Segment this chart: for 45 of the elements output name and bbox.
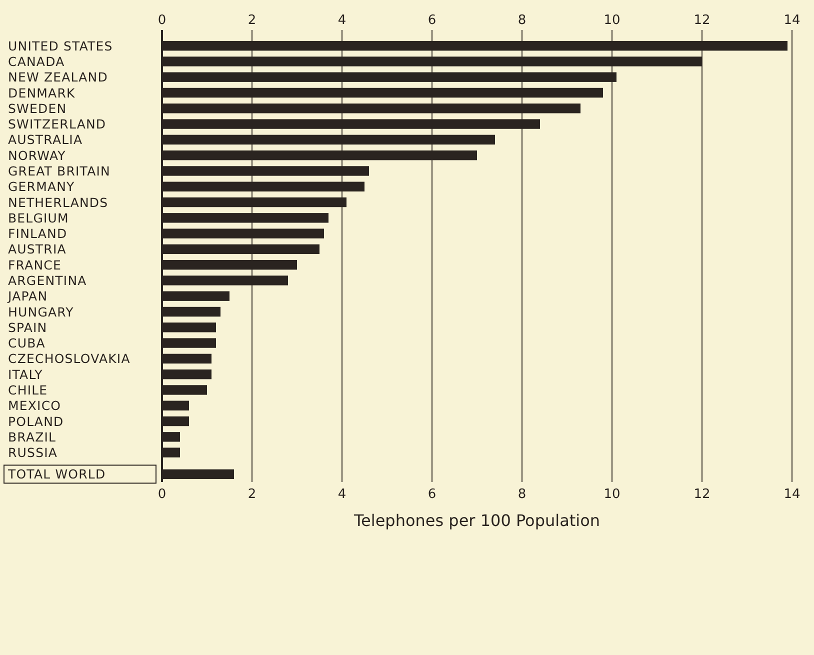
x2-tick-label: 8 xyxy=(518,487,526,502)
y-tick-label: MEXICO xyxy=(8,398,62,414)
y-tick-label: FRANCE xyxy=(8,257,62,272)
y-tick-label: SWITZERLAND xyxy=(8,116,106,132)
x-tick-label: 10 xyxy=(604,13,620,28)
y-tick-label: UNITED STATES xyxy=(8,38,113,54)
x-tick-label: 4 xyxy=(338,13,346,28)
x-axis-title: Telephones per 100 Population xyxy=(352,511,600,530)
x2-tick-label: 10 xyxy=(604,487,620,502)
x2-tick-label: 4 xyxy=(338,487,346,502)
y-tick-label: SWEDEN xyxy=(8,100,67,116)
y-tick-label: DENMARK xyxy=(8,85,76,100)
y-tick-label: RUSSIA xyxy=(8,445,58,460)
y-tick-label: ITALY xyxy=(8,366,43,382)
x2-tick-label: 12 xyxy=(694,487,710,502)
y-tick-label: HUNGARY xyxy=(8,304,74,320)
x-tick-label: 0 xyxy=(158,13,166,28)
x-tick-label: 12 xyxy=(694,13,710,28)
y-tick-label: NORWAY xyxy=(8,148,66,163)
x2-tick-label: 14 xyxy=(784,487,800,502)
x2-tick-label: 0 xyxy=(158,487,166,502)
y-tick-label: FINLAND xyxy=(8,226,68,242)
x-tick-label: 14 xyxy=(784,13,800,28)
y-tick-label: JAPAN xyxy=(7,288,48,304)
x-tick-label: 8 xyxy=(518,13,526,28)
y-tick-label: GREAT BRITAIN xyxy=(8,163,110,178)
y-tick-label: SPAIN xyxy=(8,320,48,335)
y-tick-label: TOTAL WORLD xyxy=(7,466,106,482)
y-tick-label: BELGIUM xyxy=(8,210,69,226)
y-tick-label: CUBA xyxy=(8,336,46,351)
x-tick-label: 2 xyxy=(248,13,256,28)
y-tick-label: CANADA xyxy=(8,54,65,69)
y-tick-label: BRAZIL xyxy=(8,429,56,444)
y-tick-label: AUSTRIA xyxy=(8,242,66,257)
x-tick-label: 6 xyxy=(428,13,436,28)
y-tick-label: CHILE xyxy=(8,382,48,398)
y-tick-label: GERMANY xyxy=(8,179,75,194)
y-tick-label: POLAND xyxy=(8,414,64,429)
x2-tick-label: 2 xyxy=(248,487,256,502)
y-tick-label: ARGENTINA xyxy=(8,272,87,288)
y-tick-label: AUSTRALIA xyxy=(8,132,83,148)
x2-tick-label: 6 xyxy=(428,487,436,502)
y-tick-label: CZECHOSLOVAKIA xyxy=(8,351,130,366)
y-tick-label: NEW ZEALAND xyxy=(8,70,108,85)
y-tick-label: NETHERLANDS xyxy=(8,194,108,210)
